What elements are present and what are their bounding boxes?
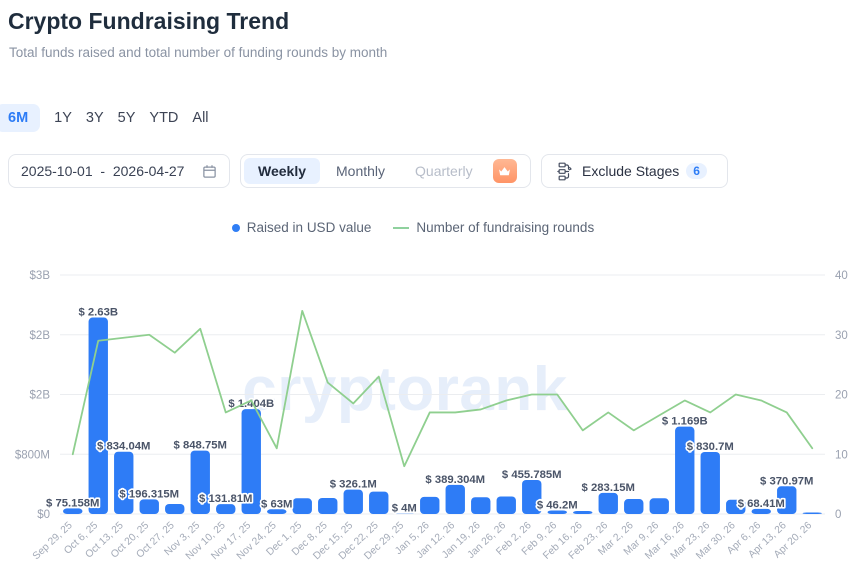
svg-text:$800M: $800M [15, 449, 50, 461]
svg-text:$ 830.7M: $ 830.7M [687, 441, 734, 453]
svg-text:cryptorank: cryptorank [242, 355, 567, 424]
svg-text:$ 370.97M: $ 370.97M [760, 475, 813, 487]
svg-text:$ 283.15M: $ 283.15M [582, 482, 635, 494]
svg-text:0: 0 [835, 509, 841, 521]
svg-text:$ 75.158M: $ 75.158M [46, 497, 99, 509]
svg-text:$ 326.1M: $ 326.1M [330, 479, 377, 491]
svg-text:$3B: $3B [30, 270, 51, 282]
svg-text:10: 10 [835, 449, 848, 461]
svg-text:20: 20 [835, 390, 848, 402]
svg-text:40: 40 [835, 270, 848, 282]
svg-text:$ 63M: $ 63M [261, 498, 292, 510]
svg-text:$2B: $2B [30, 330, 51, 342]
svg-text:$0: $0 [37, 509, 50, 521]
svg-text:$ 834.04M: $ 834.04M [97, 441, 150, 453]
svg-text:$ 131.81M: $ 131.81M [199, 493, 252, 505]
svg-text:$ 4M: $ 4M [392, 503, 417, 515]
svg-text:$2B: $2B [30, 390, 51, 402]
svg-text:$ 848.75M: $ 848.75M [174, 440, 227, 452]
svg-text:$ 196.315M: $ 196.315M [119, 488, 179, 500]
svg-text:30: 30 [835, 330, 848, 342]
svg-text:$ 1.169B: $ 1.169B [662, 416, 708, 428]
svg-text:$ 389.304M: $ 389.304M [425, 474, 485, 486]
svg-text:$ 46.2M: $ 46.2M [537, 500, 578, 512]
svg-text:$ 455.785M: $ 455.785M [502, 469, 562, 481]
svg-text:$ 68.41M: $ 68.41M [738, 498, 785, 510]
svg-text:$ 2.63B: $ 2.63B [78, 307, 118, 319]
